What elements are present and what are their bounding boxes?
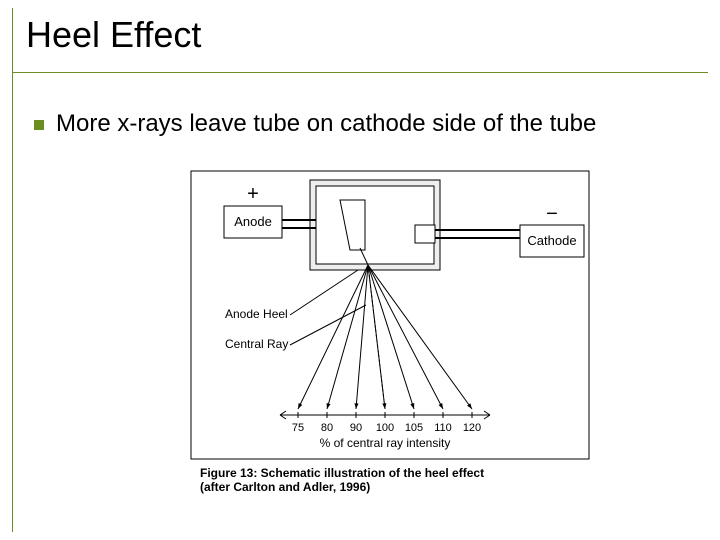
svg-text:110: 110: [434, 422, 452, 434]
slide: Heel Effect More x-rays leave tube on ca…: [0, 0, 720, 540]
svg-text:90: 90: [350, 422, 362, 434]
svg-text:120: 120: [463, 422, 481, 434]
figure-caption: Figure 13: Schematic illustration of the…: [200, 466, 484, 495]
page-title: Heel Effect: [26, 14, 201, 56]
left-rule: [12, 8, 13, 532]
svg-text:105: 105: [405, 422, 423, 434]
title-underline: [12, 72, 708, 73]
svg-text:% of central ray intensity: % of central ray intensity: [320, 436, 451, 450]
bullet-square-icon: [34, 120, 44, 130]
svg-text:Anode: Anode: [234, 214, 272, 229]
caption-line2: (after Carlton and Adler, 1996): [200, 480, 370, 494]
bullet-text: More x-rays leave tube on cathode side o…: [56, 110, 596, 139]
svg-text:80: 80: [321, 422, 333, 434]
svg-text:+: +: [247, 183, 259, 205]
svg-text:Cathode: Cathode: [527, 233, 576, 248]
heel-effect-diagram: Anode + Cathode − Anode Heel Central Ray 75 80 9…: [190, 170, 590, 460]
svg-text:Anode Heel: Anode Heel: [225, 307, 288, 321]
svg-text:75: 75: [292, 422, 304, 434]
svg-text:Central Ray: Central Ray: [225, 337, 288, 351]
svg-text:100: 100: [376, 422, 394, 434]
svg-text:−: −: [546, 203, 558, 225]
caption-line1: Figure 13: Schematic illustration of the…: [200, 466, 484, 480]
bullet-item: More x-rays leave tube on cathode side o…: [34, 110, 684, 139]
